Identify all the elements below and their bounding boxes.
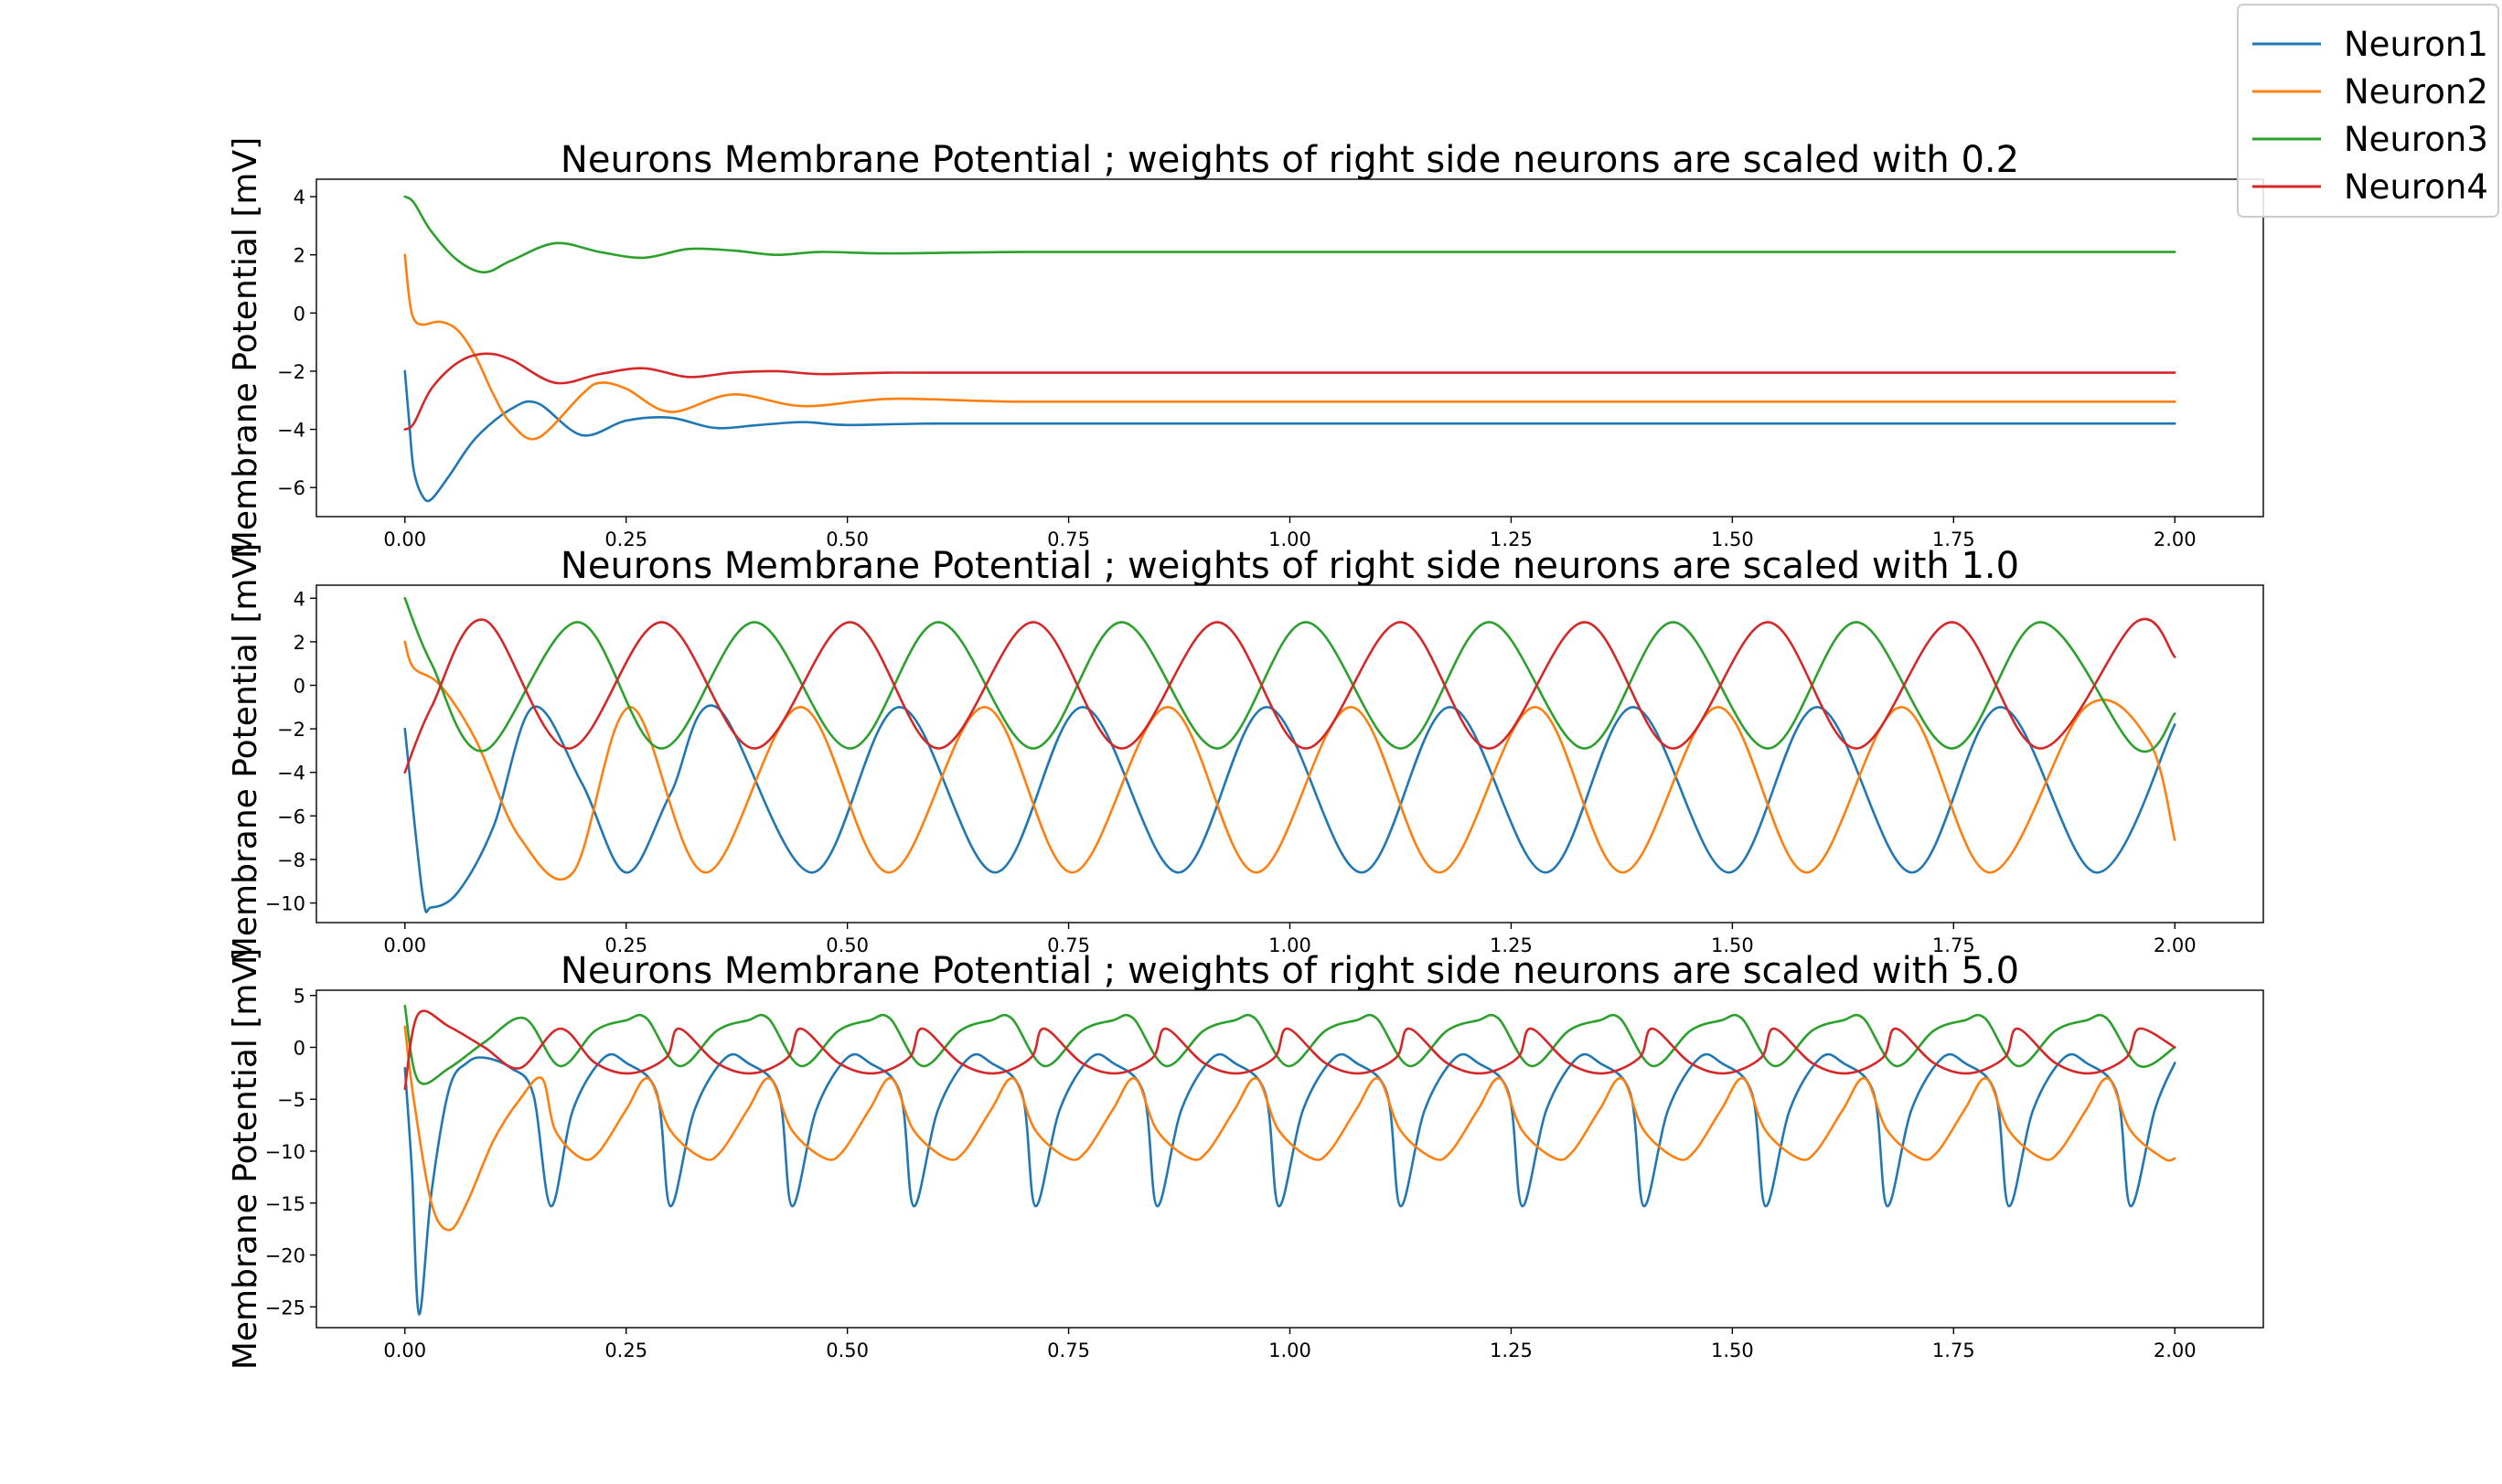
y-axis-label: Membrane Potential [mV] bbox=[227, 137, 264, 559]
x-tick-label: 1.00 bbox=[1268, 934, 1311, 956]
y-tick-label: −4 bbox=[277, 420, 305, 442]
subplot-3: Neurons Membrane Potential ; weights of … bbox=[227, 948, 2264, 1370]
y-tick-label: −10 bbox=[265, 893, 305, 915]
y-tick-label: 4 bbox=[294, 187, 305, 208]
chart-title: Neurons Membrane Potential ; weights of … bbox=[561, 950, 2019, 992]
legend-entry-neuron3: Neuron3 bbox=[2252, 120, 2488, 159]
x-tick-label: 1.25 bbox=[1490, 1340, 1533, 1361]
y-tick-label: −2 bbox=[277, 719, 305, 741]
series-line-neuron2 bbox=[403, 1025, 2176, 1232]
legend-label: Neuron1 bbox=[2344, 25, 2488, 64]
x-tick-label: 0.75 bbox=[1047, 528, 1090, 550]
series-line-neuron1 bbox=[403, 704, 2176, 913]
x-tick-label: 2.00 bbox=[2154, 528, 2197, 550]
y-tick-label: −4 bbox=[277, 763, 305, 785]
series-group bbox=[403, 195, 2176, 503]
y-tick-label: −6 bbox=[277, 477, 305, 499]
y-tick-label: −10 bbox=[265, 1141, 305, 1163]
x-tick-label: 1.25 bbox=[1490, 934, 1533, 956]
series-line-neuron4 bbox=[403, 1009, 2176, 1091]
x-tick-label: 1.00 bbox=[1268, 528, 1311, 550]
x-tick-label: 0.25 bbox=[604, 1340, 647, 1361]
y-tick-label: −6 bbox=[277, 806, 305, 827]
x-tick-label: 0.75 bbox=[1047, 934, 1090, 956]
x-tick-label: 0.50 bbox=[826, 528, 869, 550]
chart-title: Neurons Membrane Potential ; weights of … bbox=[561, 545, 2019, 587]
series-line-neuron4 bbox=[403, 618, 2176, 774]
subplot-2: Neurons Membrane Potential ; weights of … bbox=[227, 543, 2264, 965]
y-tick-label: 2 bbox=[294, 245, 305, 267]
legend-frame bbox=[2237, 4, 2499, 218]
y-tick-label: −20 bbox=[265, 1245, 305, 1267]
x-tick-label: 0.00 bbox=[383, 1340, 426, 1361]
y-tick-label: −5 bbox=[277, 1089, 305, 1111]
x-tick-label: 0.25 bbox=[604, 528, 647, 550]
series-line-neuron3 bbox=[403, 195, 2176, 274]
x-tick-label: 0.00 bbox=[383, 528, 426, 550]
x-tick-label: 0.25 bbox=[604, 934, 647, 956]
series-group bbox=[403, 1004, 2176, 1316]
y-tick-label: 0 bbox=[294, 1037, 305, 1059]
legend-label: Neuron3 bbox=[2344, 120, 2488, 159]
x-tick-label: 1.75 bbox=[1932, 934, 1975, 956]
y-tick-label: 4 bbox=[294, 588, 305, 610]
subplots: Neurons Membrane Potential ; weights of … bbox=[227, 137, 2264, 1370]
plot-frame bbox=[315, 989, 2264, 1329]
x-tick-label: 1.00 bbox=[1268, 1340, 1311, 1361]
series-line-neuron4 bbox=[403, 352, 2176, 431]
y-tick-label: −15 bbox=[265, 1193, 305, 1215]
chart-title: Neurons Membrane Potential ; weights of … bbox=[561, 139, 2019, 181]
series-line-neuron3 bbox=[403, 596, 2176, 753]
y-tick-label: −2 bbox=[277, 361, 305, 383]
legend: Neuron1 Neuron2 Neuron3 Neuron4 bbox=[2237, 4, 2499, 218]
series-group bbox=[403, 596, 2176, 913]
x-tick-label: 1.25 bbox=[1490, 528, 1533, 550]
y-axis-label: Membrane Potential [mV] bbox=[227, 543, 264, 965]
x-tick-label: 1.75 bbox=[1932, 1340, 1975, 1361]
x-tick-label: 1.50 bbox=[1711, 528, 1754, 550]
y-tick-label: 2 bbox=[294, 632, 305, 654]
legend-label: Neuron2 bbox=[2344, 72, 2488, 112]
y-axis-label: Membrane Potential [mV] bbox=[227, 948, 264, 1370]
y-tick-label: 0 bbox=[294, 676, 305, 698]
x-tick-label: 1.75 bbox=[1932, 528, 1975, 550]
x-tick-label: 0.50 bbox=[826, 934, 869, 956]
series-line-neuron1 bbox=[403, 1052, 2176, 1316]
y-tick-label: 0 bbox=[294, 303, 305, 325]
x-tick-label: 1.50 bbox=[1711, 934, 1754, 956]
series-line-neuron3 bbox=[403, 1004, 2176, 1085]
legend-entry-neuron1: Neuron1 bbox=[2252, 25, 2488, 64]
series-line-neuron2 bbox=[403, 640, 2176, 881]
x-tick-label: 2.00 bbox=[2154, 934, 2197, 956]
x-tick-label: 1.50 bbox=[1711, 1340, 1754, 1361]
x-tick-label: 0.00 bbox=[383, 934, 426, 956]
legend-entry-neuron2: Neuron2 bbox=[2252, 72, 2488, 112]
x-tick-label: 0.75 bbox=[1047, 1340, 1090, 1361]
series-line-neuron2 bbox=[403, 253, 2176, 441]
series-line-neuron1 bbox=[403, 369, 2176, 503]
x-tick-label: 2.00 bbox=[2154, 1340, 2197, 1361]
y-tick-label: 5 bbox=[294, 986, 305, 1008]
legend-entry-neuron4: Neuron4 bbox=[2252, 167, 2488, 207]
y-tick-label: −25 bbox=[265, 1297, 305, 1319]
x-tick-label: 0.50 bbox=[826, 1340, 869, 1361]
y-tick-label: −8 bbox=[277, 849, 305, 871]
legend-label: Neuron4 bbox=[2344, 167, 2488, 207]
plot-frame bbox=[315, 178, 2264, 518]
subplot-1: Neurons Membrane Potential ; weights of … bbox=[227, 137, 2264, 559]
